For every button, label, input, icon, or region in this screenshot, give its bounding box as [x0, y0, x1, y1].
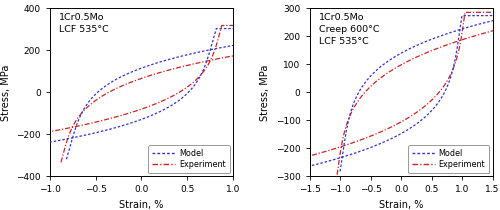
Legend: Model, Experiment: Model, Experiment	[148, 145, 230, 173]
Y-axis label: Stress, MPa: Stress, MPa	[1, 64, 11, 121]
X-axis label: Strain, %: Strain, %	[119, 200, 164, 210]
X-axis label: Strain, %: Strain, %	[379, 200, 424, 210]
Y-axis label: Stress, MPa: Stress, MPa	[260, 64, 270, 121]
Text: 1Cr0.5Mo
LCF 535°C: 1Cr0.5Mo LCF 535°C	[59, 13, 109, 34]
Legend: Model, Experiment: Model, Experiment	[408, 145, 490, 173]
Text: 1Cr0.5Mo
Creep 600°C
LCF 535°C: 1Cr0.5Mo Creep 600°C LCF 535°C	[319, 13, 380, 46]
